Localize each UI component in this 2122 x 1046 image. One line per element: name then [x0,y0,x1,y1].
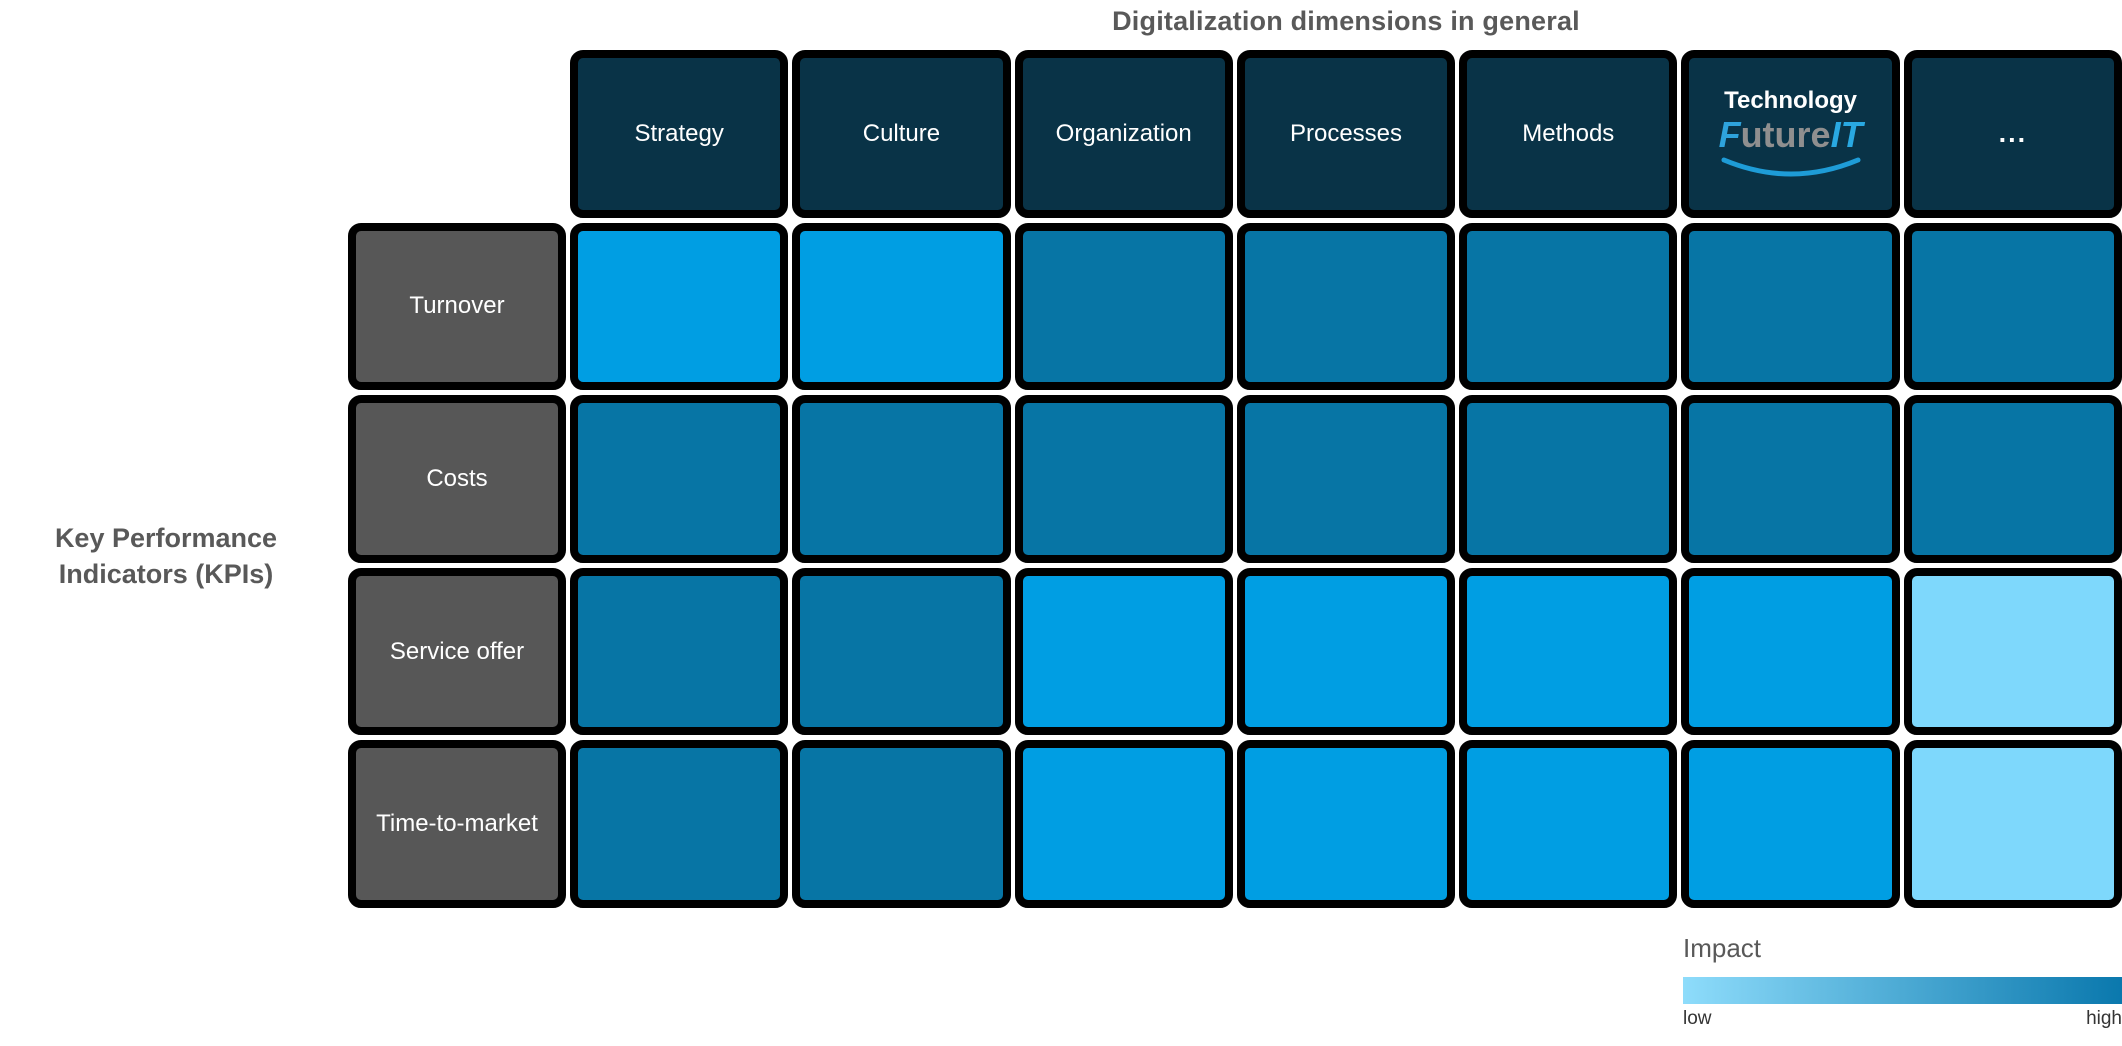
legend-low-label: low [1683,1008,1712,1029]
matrix-cell-turnover-processes [1236,222,1456,391]
legend-title: Impact [1683,933,1762,963]
matrix-cell-service-offer-etc [1903,567,2122,736]
matrix-cell-service-offer-culture [792,567,1011,736]
legend-high-label: high [2086,1008,2122,1029]
futureit-logo: FutureIT [1718,113,1863,155]
legend-scale-labels: low high [1683,1008,2122,1030]
matrix-cell-costs-processes [1236,395,1456,563]
row-header-turnover: Turnover [348,222,566,391]
matrix-cell-turnover-methods [1459,222,1678,391]
row-header-time-to-market: Time-to-market [348,740,566,908]
matrix-cell-costs-technology [1681,395,1900,563]
matrix-cell-time-to-market-processes [1236,740,1456,908]
legend-gradient-bar [1683,977,2122,1004]
matrix-cell-time-to-market-technology [1681,740,1900,908]
matrix-cell-service-offer-processes [1236,567,1456,736]
matrix-cell-turnover-technology [1681,222,1900,391]
column-header-organization: Organization [1014,50,1233,218]
matrix-cell-time-to-market-etc [1903,740,2122,908]
matrix-cell-service-offer-technology [1681,567,1900,736]
matrix-cell-costs-methods [1459,395,1678,563]
matrix-cell-service-offer-methods [1459,567,1678,736]
column-header-processes: Processes [1236,50,1456,218]
column-header-culture: Culture [792,50,1011,218]
matrix-cell-costs-etc [1903,395,2122,563]
row-header-costs: Costs [348,395,566,563]
row-header-service-offer: Service offer [348,567,566,736]
technology-header-label: Technology [1724,86,1857,114]
column-header-technology: Technology FutureIT [1681,50,1900,218]
row-axis-label: Key Performance Indicators (KPIs) [54,523,278,590]
impact-matrix-grid: Strategy Culture Organization Processes Meth… [348,50,2122,908]
logo-swoosh-icon [1721,157,1861,177]
page-title: Digitalization dimensions in general [1112,6,1580,36]
column-header-etc: ... [1903,50,2122,218]
matrix-cell-turnover-etc [1903,222,2122,391]
matrix-cell-service-offer-organization [1014,567,1233,736]
matrix-cell-turnover-organization [1014,222,1233,391]
matrix-cell-time-to-market-strategy [570,740,789,908]
column-header-strategy: Strategy [570,50,789,218]
impact-legend: Impact low high [1683,933,2122,1030]
matrix-cell-turnover-strategy [570,222,789,391]
matrix-cell-costs-culture [792,395,1011,563]
matrix-cell-costs-organization [1014,395,1233,563]
matrix-cell-time-to-market-organization [1014,740,1233,908]
matrix-cell-time-to-market-methods [1459,740,1678,908]
grid-corner-spacer [348,50,566,218]
matrix-cell-time-to-market-culture [792,740,1011,908]
matrix-cell-service-offer-strategy [570,567,789,736]
column-header-methods: Methods [1459,50,1678,218]
matrix-cell-costs-strategy [570,395,789,563]
matrix-cell-turnover-culture [792,222,1011,391]
